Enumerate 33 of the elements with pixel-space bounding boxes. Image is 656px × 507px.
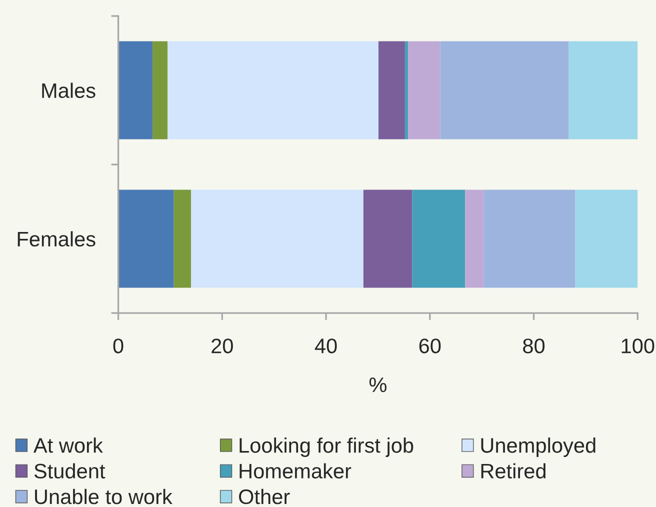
bar [575, 190, 638, 288]
legend-label: At work [33, 438, 103, 453]
y-tick-label: Females [18, 231, 96, 247]
legend-label: Other [239, 488, 290, 504]
bar [412, 190, 466, 288]
x-axis-title: % [369, 378, 386, 392]
legend-label: Student [34, 463, 106, 479]
bar [152, 41, 168, 140]
bar [190, 190, 364, 288]
x-tick-label: 100 [622, 338, 654, 354]
legend-label: Unemployed [481, 438, 596, 457]
bar [484, 190, 576, 288]
bar [118, 41, 153, 140]
legend-label: Homemaker [240, 463, 352, 479]
bar [174, 190, 191, 288]
legend-label: Looking for first job [240, 438, 414, 457]
x-tick-label: 60 [419, 338, 441, 354]
x-tick-label: 80 [523, 338, 545, 354]
bar [404, 41, 408, 140]
x-tick-label: 0 [113, 338, 124, 354]
bar [378, 41, 405, 140]
legend-label: Retired [481, 463, 546, 479]
bar [568, 41, 638, 140]
bar [408, 41, 440, 140]
y-tick-label: Males [42, 82, 96, 98]
bar [465, 190, 484, 288]
x-tick-label: 20 [212, 338, 233, 354]
x-tick-label: 40 [314, 338, 337, 354]
bar [363, 190, 412, 288]
bar [118, 190, 174, 288]
legend-label: Unable to work [35, 488, 172, 504]
bar [440, 41, 569, 140]
bar [168, 41, 378, 140]
